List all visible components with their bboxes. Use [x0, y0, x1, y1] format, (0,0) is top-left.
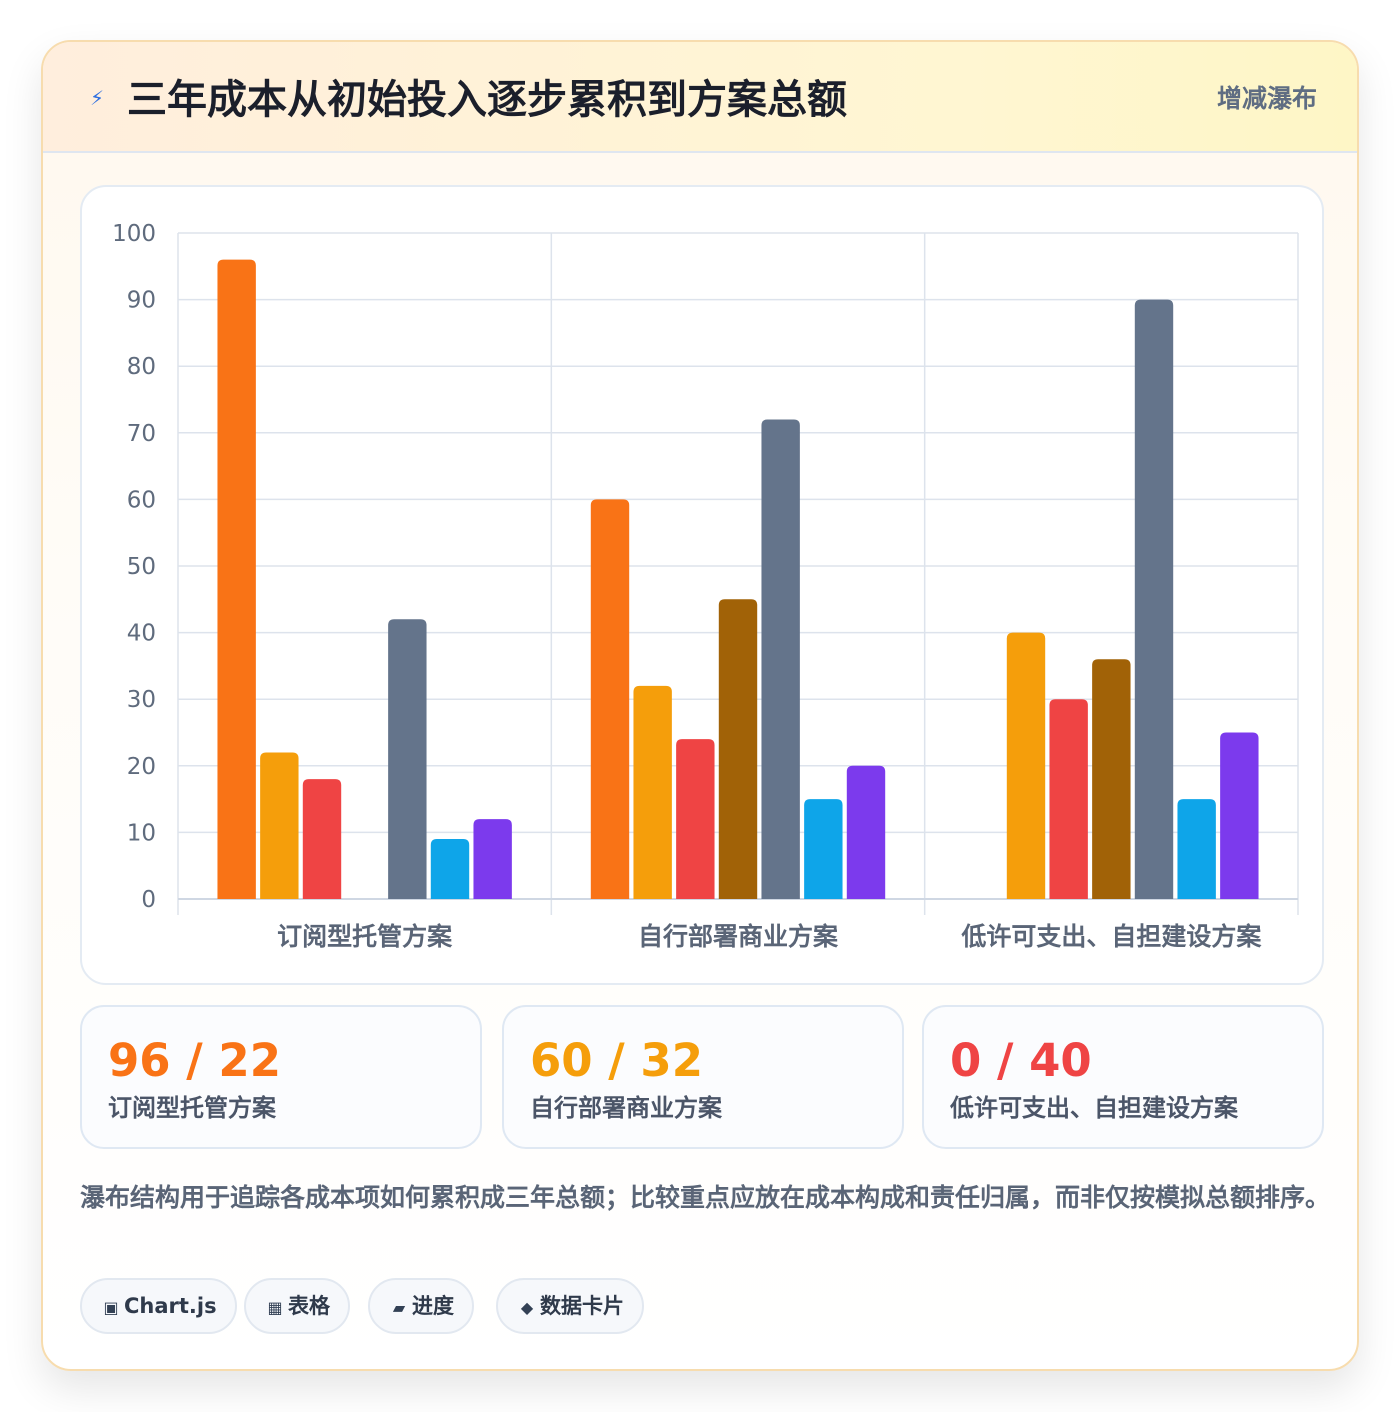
bar	[846, 765, 886, 899]
bar	[473, 819, 512, 899]
tag-label: 表格	[288, 1294, 330, 1318]
bar	[260, 752, 299, 899]
kpi-label: 订阅型托管方案	[108, 1094, 276, 1122]
tag-chartjs[interactable]: ▣ Chart.js	[80, 1278, 237, 1334]
kpi-card-1: 96 / 22 订阅型托管方案	[80, 1005, 482, 1149]
chart-title: 三年成本从初始投入逐步累积到方案总额	[127, 77, 847, 123]
kpi-value: 96 / 22	[108, 1034, 282, 1087]
bar	[633, 685, 672, 899]
x-category-label: 订阅型托管方案	[277, 922, 453, 951]
x-category-label: 低许可支出、自担建设方案	[960, 922, 1262, 951]
kpi-value: 0 / 40	[950, 1034, 1092, 1087]
y-tick-label: 100	[112, 221, 156, 247]
y-tick-label: 60	[127, 487, 156, 513]
bar	[676, 739, 715, 899]
progress-icon: ▰	[392, 1298, 406, 1317]
bar	[217, 259, 256, 899]
chart-type-badge: 增减瀑布	[1216, 84, 1317, 113]
bar	[388, 619, 427, 899]
y-tick-label: 50	[127, 554, 156, 580]
bar	[761, 419, 800, 899]
lightning-icon: ⚡	[89, 86, 105, 110]
tag-label: 进度	[412, 1294, 454, 1318]
chart-icon: ▣	[103, 1298, 119, 1317]
bar	[590, 499, 630, 899]
table-icon: ▦	[267, 1298, 283, 1317]
y-tick-label: 20	[127, 754, 156, 780]
y-tick-label: 70	[127, 421, 156, 447]
bar	[1006, 632, 1046, 899]
y-tick-label: 40	[127, 621, 156, 647]
chart-note: 瀑布结构用于追踪各成本项如何累积成三年总额；比较重点应放在成本构成和责任归属，而…	[80, 1183, 1331, 1212]
kpi-card-2: 60 / 32 自行部署商业方案	[502, 1005, 904, 1149]
tag-table[interactable]: ▦ 表格	[244, 1278, 350, 1334]
tag-label: 数据卡片	[540, 1294, 624, 1318]
bar	[1049, 699, 1088, 899]
bar	[1092, 659, 1131, 899]
bar	[1220, 732, 1259, 899]
bar	[1134, 299, 1174, 900]
data-card-icon: ◆	[520, 1298, 534, 1317]
y-tick-label: 90	[127, 288, 156, 314]
bar	[430, 839, 470, 899]
tag-progress[interactable]: ▰ 进度	[368, 1278, 474, 1334]
y-tick-label: 30	[127, 687, 156, 713]
bar	[302, 779, 342, 899]
y-tick-label: 80	[127, 354, 156, 380]
kpi-value: 60 / 32	[530, 1034, 704, 1087]
tag-label: Chart.js	[124, 1294, 217, 1318]
kpi-label: 自行部署商业方案	[530, 1094, 722, 1122]
kpi-card-3: 0 / 40 低许可支出、自担建设方案	[922, 1005, 1324, 1149]
kpi-label: 低许可支出、自担建设方案	[950, 1094, 1238, 1122]
bar	[804, 799, 843, 899]
x-category-label: 自行部署商业方案	[638, 922, 839, 951]
chart-panel: 0 10 20 30 40 50 60 70 80 90 100 订阅型托管方案 自行部署商业方案 低许可…	[80, 185, 1324, 985]
bar	[718, 599, 758, 899]
y-tick-label: 0	[141, 887, 156, 913]
bar	[1177, 799, 1216, 899]
chart-card: ⚡ 三年成本从初始投入逐步累积到方案总额 增减瀑布 0 10 20 30 40 50 60 7…	[41, 40, 1359, 1371]
bar-chart: 0 10 20 30 40 50 60 70 80 90 100 订阅型托管方案 自行部署商业方案 低许可…	[112, 221, 1299, 951]
y-tick-label: 10	[127, 820, 156, 846]
tag-data-card[interactable]: ◆ 数据卡片	[496, 1278, 644, 1334]
card-header: ⚡ 三年成本从初始投入逐步累积到方案总额 增减瀑布	[43, 42, 1357, 153]
